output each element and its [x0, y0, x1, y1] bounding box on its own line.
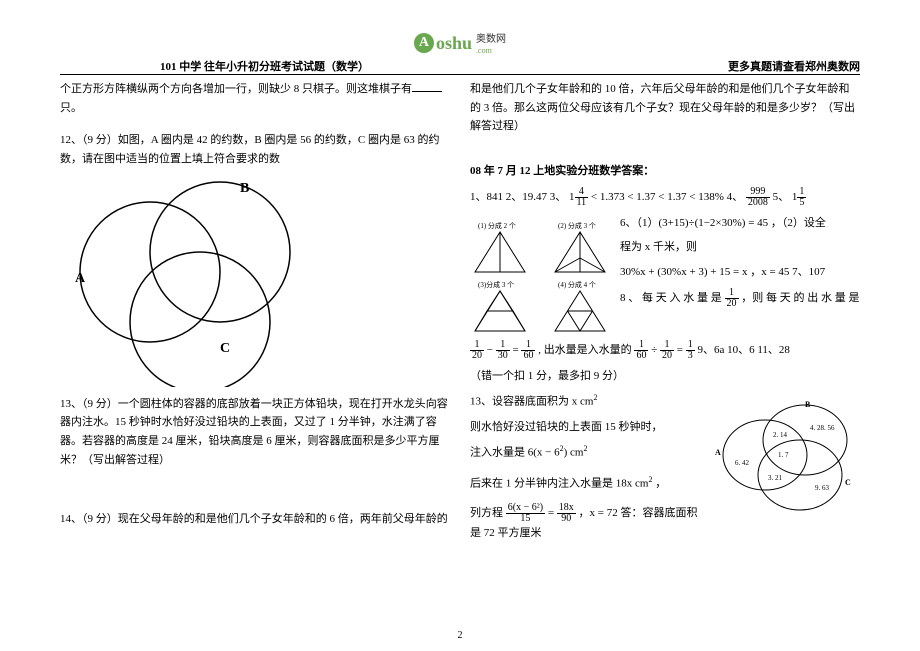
venn-c-label: C	[220, 341, 230, 356]
page-number: 2	[458, 630, 463, 641]
answer-venn: A B C 6. 42 4. 28. 56 9. 63 2. 14 1. 7 3…	[710, 395, 860, 515]
triangle-row-1: (1) 分成 2 个 (2) 分成 3 个 (3)分成 3 个	[470, 220, 610, 334]
venn-diagram: A B C	[70, 177, 300, 387]
q14-start: 14、（9 分）现在父母年龄的和是他们几个子女年龄和的 6 倍，两年前父母年龄的	[60, 510, 450, 529]
ans-note: （错一个扣 1 分，最多扣 9 分）	[470, 367, 860, 386]
svg-text:3. 21: 3. 21	[768, 474, 783, 482]
svg-text:C: C	[845, 478, 851, 487]
triangle-3: (3)分成 3 个	[470, 279, 530, 334]
svg-text:9. 63: 9. 63	[815, 484, 830, 492]
answers-title: 08 年 7 月 12 上地实验分班数学答案：	[470, 162, 860, 181]
venn-b-label: B	[240, 181, 249, 196]
header-row: 101 中学 往年小升初分班考试试题（数学） 更多真题请查看郑州奥数网	[0, 58, 920, 74]
ans-6c: 30%x + (30%x + 3) + 15 = x ，x = 45 7、107	[620, 263, 860, 282]
triangle-1: (1) 分成 2 个	[470, 220, 530, 275]
svg-text:(3)分成 3 个: (3)分成 3 个	[478, 280, 514, 289]
ans-6a: 6、（1）(3+15)÷(1−2×30%) = 45 ，（2）设全	[620, 214, 860, 233]
logo-cn: 奥数网.com	[476, 30, 506, 56]
ans-8a: 8 、 每 天 入 水 量 是 120 ，则 每 天 的 出 水 量 是	[620, 288, 860, 309]
ans-6b: 程为 x 千米，则	[620, 238, 860, 257]
q11-tail: 个正方形方阵横纵两个方向各增加一行，则缺少 8 只棋子。则这堆棋子有只。	[60, 80, 450, 117]
q14-cont: 和是他们几个子女年龄和的 10 倍，六年后父母年龄的和是他们几个子女年龄和的 3…	[470, 80, 860, 136]
triangle-2: (2) 分成 3 个	[550, 220, 610, 275]
svg-text:1. 7: 1. 7	[778, 451, 789, 459]
svg-text:2. 14: 2. 14	[773, 431, 788, 439]
content-columns: 个正方形方阵横纵两个方向各增加一行，则缺少 8 只棋子。则这堆棋子有只。 12、…	[60, 80, 860, 549]
ans-8b: 120 − 130 = 160 , 出水量是入水量的 160 ÷ 120 = 1…	[470, 340, 860, 361]
svg-text:A: A	[715, 448, 721, 457]
logo-a-icon: A	[414, 33, 434, 53]
left-column: 个正方形方阵横纵两个方向各增加一行，则缺少 8 只棋子。则这堆棋子有只。 12、…	[60, 80, 450, 549]
svg-text:(2) 分成 3 个: (2) 分成 3 个	[558, 221, 596, 230]
q13: 13、（9 分）一个圆柱体的容器的底部放着一块正方体铅块，现在打开水龙头向容器内…	[60, 395, 450, 470]
header-left: 101 中学 往年小升初分班考试试题（数学）	[160, 58, 369, 74]
svg-text:4. 28. 56: 4. 28. 56	[810, 424, 835, 432]
triangle-4: (4) 分成 4 个	[550, 279, 610, 334]
ans-line1: 1、841 2、19.47 3、 1411 < 1.373 < 1.37 < 1…	[470, 187, 860, 208]
logo-text: oshu	[436, 33, 472, 54]
right-column: 和是他们几个子女年龄和的 10 倍，六年后父母年龄的和是他们几个子女年龄和的 3…	[470, 80, 860, 549]
svg-text:(1) 分成 2 个: (1) 分成 2 个	[478, 221, 516, 230]
svg-text:6. 42: 6. 42	[735, 459, 750, 467]
svg-text:(4) 分成 4 个: (4) 分成 4 个	[558, 280, 596, 289]
svg-text:B: B	[805, 400, 811, 409]
q12: 12、（9 分）如图，A 圈内是 42 的约数，B 圈内是 56 的约数，C 圈…	[60, 131, 450, 168]
venn-a-label: A	[75, 271, 86, 286]
header-underline	[60, 74, 860, 75]
site-logo: A oshu 奥数网.com	[414, 30, 506, 56]
header-right: 更多真题请查看郑州奥数网	[728, 58, 860, 74]
